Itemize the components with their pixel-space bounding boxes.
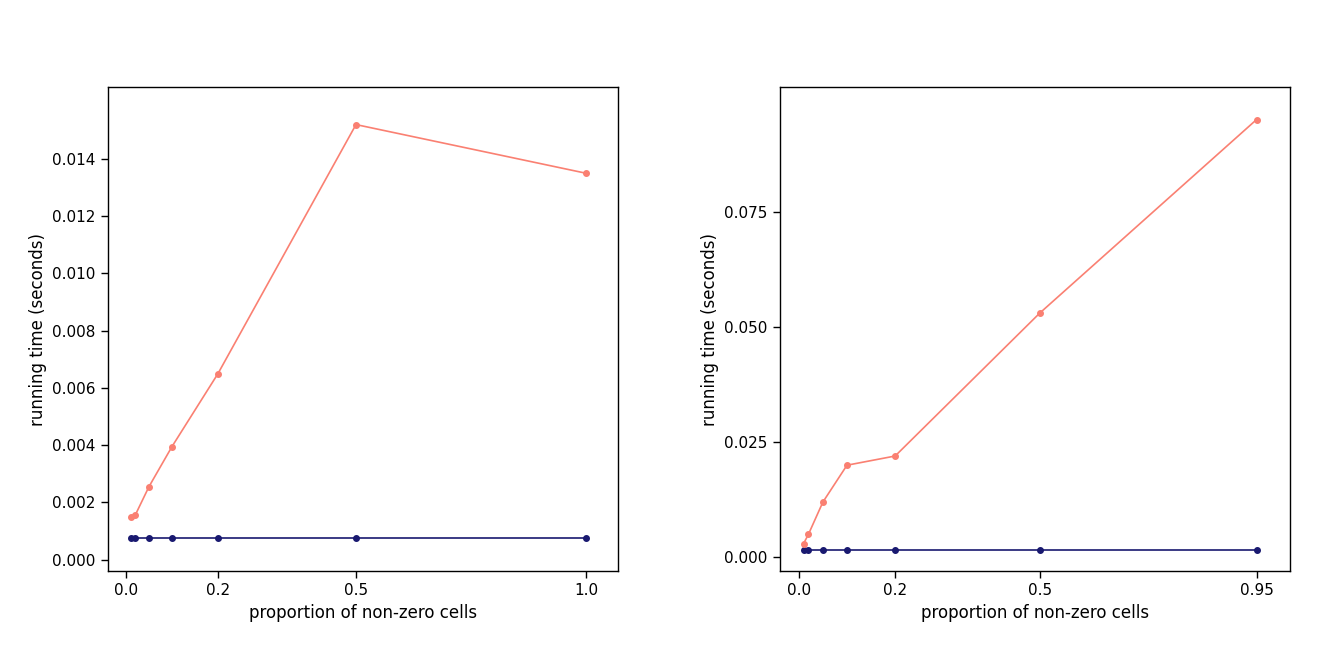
X-axis label: proportion of non-zero cells: proportion of non-zero cells [249, 603, 477, 622]
X-axis label: proportion of non-zero cells: proportion of non-zero cells [921, 603, 1149, 622]
Y-axis label: running time (seconds): running time (seconds) [700, 233, 719, 426]
Y-axis label: running time (seconds): running time (seconds) [28, 233, 47, 426]
